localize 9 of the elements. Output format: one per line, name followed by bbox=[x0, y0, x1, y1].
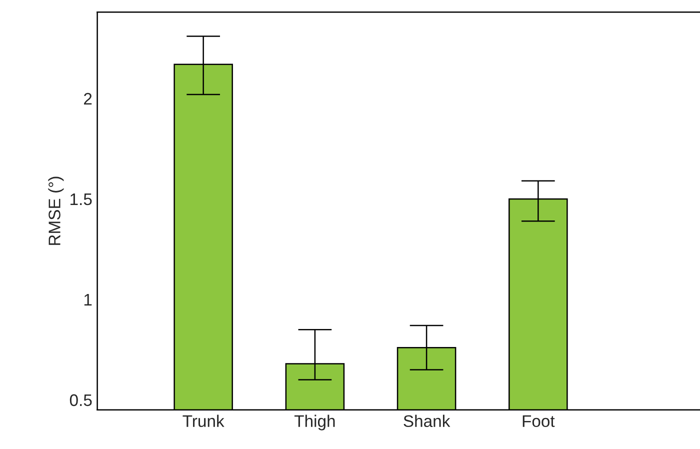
y-axis-title: RMSE (°) bbox=[48, 176, 64, 245]
x-tick-label: Foot bbox=[522, 415, 555, 428]
y-tick-label: 1.5 bbox=[70, 194, 92, 206]
y-tick-label: 1 bbox=[84, 294, 92, 306]
y-tick-label: 2 bbox=[84, 92, 92, 105]
y-tick-label: 0.5 bbox=[70, 394, 92, 406]
x-tick-label: Thigh bbox=[294, 414, 335, 430]
x-tick-label: Trunk bbox=[182, 414, 224, 428]
x-tick-label: Shank bbox=[404, 414, 450, 428]
